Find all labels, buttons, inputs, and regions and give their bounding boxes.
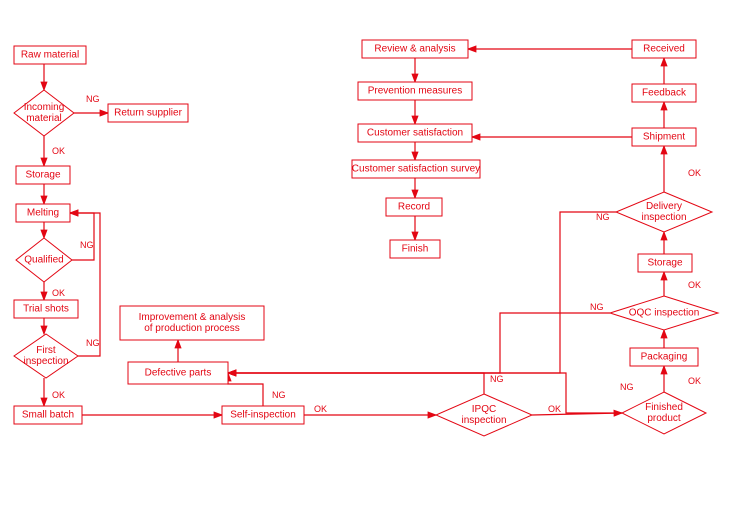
node-label: Finished (645, 402, 683, 413)
quality-flowchart: NG OK OK NG OK NG OK NG NG OK OK NG OK NG OK NG Raw mat… (0, 0, 751, 505)
node-label: Qualified (24, 255, 63, 266)
node-label: Finish (402, 244, 429, 255)
node-label: Trial shots (23, 304, 69, 315)
edge (228, 212, 616, 373)
node-incoming: Incomingmaterial (14, 90, 74, 136)
edge-label: NG (272, 390, 286, 400)
node-label: inspection (23, 356, 68, 367)
edge-label: OK (52, 288, 65, 298)
node-label: Review & analysis (374, 44, 455, 55)
node-custsat: Customer satisfaction (358, 124, 472, 142)
edge-label: NG (80, 240, 94, 250)
node-shipment: Shipment (632, 128, 696, 146)
node-label: Received (643, 44, 685, 55)
node-label: inspection (461, 415, 506, 426)
node-label: Prevention measures (368, 86, 463, 97)
edge-label: OK (688, 280, 701, 290)
node-label: Delivery (646, 201, 682, 212)
node-smallbatch: Small batch (14, 406, 82, 424)
edge-label: NG (596, 212, 610, 222)
node-label: IPQC (472, 404, 496, 415)
node-raw: Raw material (14, 46, 86, 64)
node-storage2: Storage (638, 254, 692, 272)
edge-label: NG (86, 338, 100, 348)
node-prevent: Prevention measures (358, 82, 472, 100)
node-retsup: Return supplier (108, 104, 188, 122)
node-finish: Finish (390, 240, 440, 258)
edge-label: OK (52, 146, 65, 156)
node-selfinsp: Self-inspection (222, 406, 304, 424)
node-first: Firstinspection (14, 334, 78, 378)
node-label: Raw material (21, 50, 79, 61)
node-improve: Improvement & analysisof production proc… (120, 306, 264, 340)
node-label: Packaging (641, 352, 688, 363)
node-trial: Trial shots (14, 300, 78, 318)
node-label: Storage (647, 258, 682, 269)
edge-label: OK (688, 168, 701, 178)
node-storage1: Storage (16, 166, 70, 184)
node-delivery: Deliveryinspection (616, 192, 712, 232)
node-label: Shipment (643, 132, 685, 143)
node-label: Feedback (642, 88, 687, 99)
node-review: Review & analysis (362, 40, 468, 58)
node-defparts: Defective parts (128, 362, 228, 384)
edge-label: OK (314, 404, 327, 414)
node-label: Small batch (22, 410, 74, 421)
node-label: Self-inspection (230, 410, 296, 421)
node-label: Storage (25, 170, 60, 181)
node-qualified: Qualified (16, 238, 72, 282)
node-label: Customer satisfaction (367, 128, 463, 139)
node-received: Received (632, 40, 696, 58)
node-label: of production process (144, 323, 240, 334)
node-ipqc: IPQCinspection (436, 394, 532, 436)
node-feedback: Feedback (632, 84, 696, 102)
node-label: material (26, 113, 62, 124)
edge-label: NG (86, 94, 100, 104)
node-packaging: Packaging (630, 348, 698, 366)
edge (70, 213, 94, 260)
node-finprod: Finishedproduct (622, 392, 706, 434)
node-label: Record (398, 202, 430, 213)
node-label: Incoming (24, 102, 65, 113)
node-label: Improvement & analysis (139, 312, 246, 323)
node-label: Return supplier (114, 108, 182, 119)
edge (228, 313, 610, 373)
node-survey: Customer satisfaction survey (352, 160, 480, 178)
edge-label: OK (688, 376, 701, 386)
edge-label: NG (590, 302, 604, 312)
edge-label: NG (490, 374, 504, 384)
node-oqc: OQC inspection (610, 296, 718, 330)
edge (228, 373, 484, 394)
node-label: inspection (641, 212, 686, 223)
edge-label: OK (52, 390, 65, 400)
node-label: First (36, 345, 56, 356)
node-record: Record (386, 198, 442, 216)
edge-label: NG (620, 382, 634, 392)
node-label: Customer satisfaction survey (352, 164, 480, 175)
edge-label: OK (548, 404, 561, 414)
node-melting: Melting (16, 204, 70, 222)
edge (70, 213, 100, 356)
node-label: product (647, 413, 681, 424)
edge (228, 373, 263, 406)
node-label: OQC inspection (629, 308, 700, 319)
node-label: Melting (27, 208, 59, 219)
node-label: Defective parts (145, 368, 212, 379)
